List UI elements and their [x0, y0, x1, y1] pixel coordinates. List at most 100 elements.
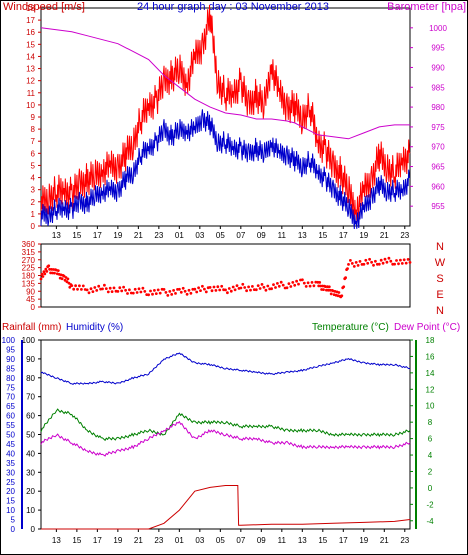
direction-point	[408, 261, 412, 264]
rain-tick-label: 70	[6, 393, 15, 402]
temperature-tick-label: 6	[428, 435, 433, 444]
wind-x-tick-label: 13	[298, 231, 307, 240]
direction-point	[147, 293, 151, 297]
direction-point	[154, 292, 158, 295]
wind-tick-label: 12	[26, 77, 35, 86]
direction-point	[89, 287, 93, 291]
temperature-tick-label: 4	[428, 451, 433, 460]
direction-point	[270, 287, 273, 291]
direction-point	[74, 284, 77, 288]
direction-point	[329, 292, 333, 296]
wind-x-tick-label: 21	[134, 231, 143, 240]
direction-point	[302, 281, 306, 285]
direction-point	[349, 259, 352, 262]
direction-point	[39, 277, 43, 281]
direction-point	[346, 267, 349, 270]
direction-point	[254, 288, 258, 292]
rain-tick-label: 45	[6, 440, 15, 449]
direction-tick-label: 0	[31, 303, 36, 312]
direction-point	[191, 287, 195, 291]
compass-label: W	[435, 257, 446, 269]
direction-point	[129, 291, 133, 295]
wind-tick-label: 16	[26, 28, 35, 37]
direction-point	[195, 290, 199, 294]
rain-tick-label: 10	[6, 506, 15, 515]
direction-point	[141, 286, 145, 290]
dewpoint-series-line	[40, 420, 411, 457]
temperature-tick-label: 10	[426, 402, 435, 411]
direction-point	[47, 264, 51, 268]
direction-point	[276, 282, 279, 285]
direction-point	[101, 287, 104, 291]
direction-point	[347, 263, 350, 266]
climate-x-tick-label: 11	[278, 536, 287, 545]
temperature-tick-label: 12	[426, 385, 435, 394]
direction-point	[245, 289, 249, 293]
direction-point	[110, 290, 114, 293]
average-series-line	[40, 109, 411, 230]
humidity-tick-label: 20	[26, 487, 35, 496]
dewpoint-label: Dew Point (°C)	[394, 322, 460, 333]
direction-point	[319, 284, 322, 288]
direction-point	[356, 264, 360, 267]
direction-point	[322, 288, 325, 291]
climate-x-tick-label: 17	[93, 536, 102, 545]
direction-point	[216, 285, 220, 289]
direction-point	[344, 276, 347, 280]
direction-point	[377, 262, 381, 266]
direction-point	[277, 284, 281, 288]
direction-point	[85, 288, 89, 292]
direction-point	[272, 283, 275, 286]
direction-point	[318, 281, 322, 284]
direction-point	[168, 290, 172, 293]
direction-point	[400, 262, 404, 265]
direction-point	[108, 286, 112, 290]
wind-x-tick-label: 23	[154, 231, 163, 240]
barometer-tick-label: 995	[431, 44, 445, 53]
direction-point	[104, 287, 108, 290]
direction-point	[170, 293, 174, 296]
direction-point	[375, 262, 379, 266]
wind-tick-label: 13	[26, 65, 35, 74]
direction-point	[266, 284, 270, 288]
direction-point	[224, 288, 227, 292]
direction-point	[97, 284, 101, 288]
direction-point	[133, 287, 137, 291]
direction-point	[251, 285, 254, 288]
direction-point	[374, 259, 377, 263]
temperature-tick-label: 0	[428, 484, 433, 493]
wind-tick-label: 6	[31, 149, 36, 158]
direction-point	[51, 271, 54, 275]
barometer-tick-label: 985	[431, 83, 445, 92]
direction-point	[93, 286, 97, 289]
rain-tick-label: 20	[6, 487, 15, 496]
wind-x-tick-label: 07	[236, 231, 245, 240]
direction-point	[399, 258, 402, 262]
direction-tick-label: 270	[22, 256, 36, 265]
direction-point	[126, 292, 129, 295]
direction-point	[179, 290, 183, 294]
wind-tick-label: 5	[31, 161, 36, 170]
direction-point	[239, 286, 243, 290]
climate-x-tick-label: 01	[175, 536, 184, 545]
direction-point	[116, 290, 120, 293]
direction-point	[143, 290, 147, 293]
direction-point	[381, 261, 385, 265]
direction-point	[135, 291, 139, 294]
direction-point	[362, 262, 366, 266]
direction-point	[393, 262, 396, 266]
direction-point	[379, 258, 383, 262]
direction-point	[328, 288, 332, 292]
rain-tick-label: 80	[6, 374, 15, 383]
direction-point	[87, 291, 91, 295]
temperature-tick-label: -4	[426, 517, 434, 526]
direction-point	[247, 285, 251, 289]
direction-point	[131, 291, 135, 295]
rain-tick-label: 35	[6, 459, 15, 468]
humidity-series-line	[40, 352, 411, 386]
direction-point	[60, 277, 64, 281]
direction-point	[70, 284, 74, 287]
wind-tick-label: 1	[31, 210, 36, 219]
barometer-tick-label: 965	[431, 163, 445, 172]
